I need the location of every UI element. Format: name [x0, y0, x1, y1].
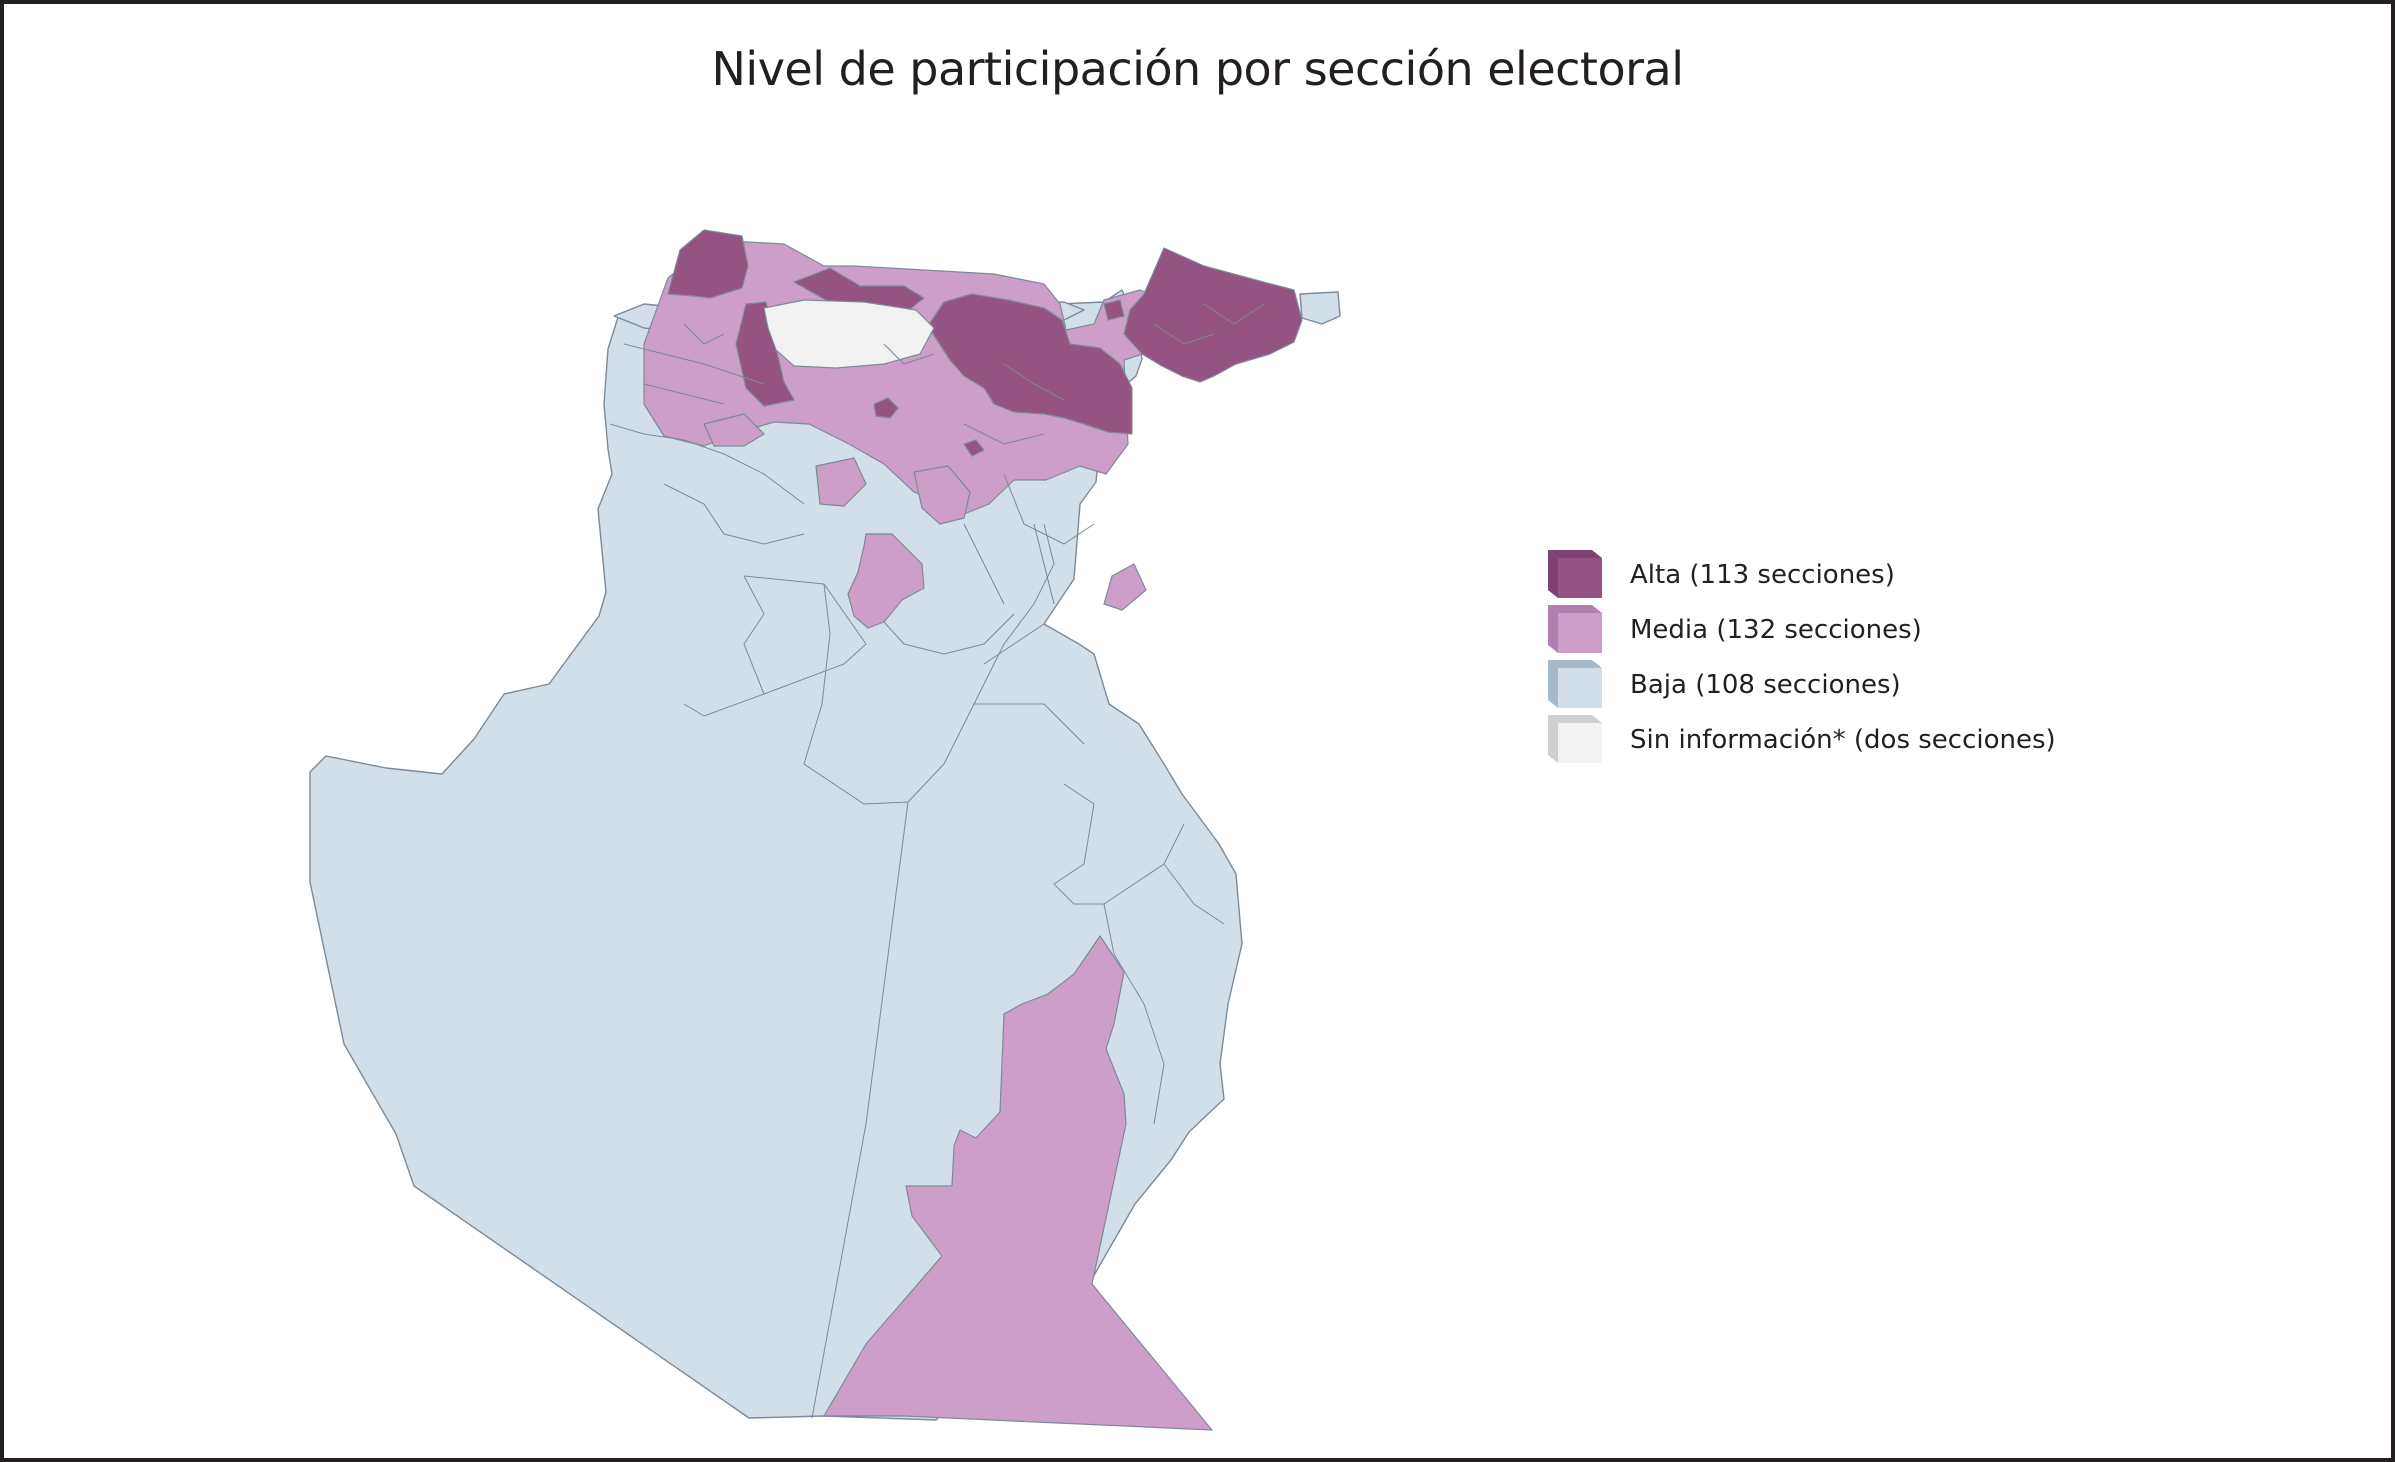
- legend-label-alta: Alta (113 secciones): [1630, 560, 1895, 590]
- legend-label-media: Media (132 secciones): [1630, 615, 1922, 645]
- central-media-section: [847, 533, 925, 629]
- legend-swatch-alta: [1548, 550, 1602, 598]
- northeast-alta-block: [1123, 247, 1303, 383]
- southeast-media-section: [823, 935, 1213, 1431]
- participation-map: [309, 229, 1341, 1431]
- east-media-section: [1103, 563, 1147, 611]
- northwest-alta-section: [667, 229, 749, 299]
- islet: [1299, 291, 1341, 325]
- legend-swatch-media: [1548, 605, 1602, 653]
- sin-informacion-section: [763, 299, 935, 369]
- map-title: Nivel de participación por sección elect…: [711, 42, 1684, 96]
- baja-region: [309, 289, 1341, 1421]
- sin-informacion-region: [763, 299, 935, 369]
- legend-label-baja: Baja (108 secciones): [1630, 670, 1901, 700]
- center-alta-block: [927, 293, 1133, 435]
- legend-swatch-baja: [1548, 660, 1602, 708]
- internal-borders: [609, 303, 1265, 1419]
- legend-label-sin-informacion: Sin información* (dos secciones): [1630, 725, 2056, 755]
- central-media-section-3: [815, 457, 867, 507]
- legend-swatch-sin-informacion: [1548, 715, 1602, 763]
- strip-media-south: [703, 413, 765, 447]
- alta-islands: [873, 299, 1125, 457]
- central-media-section-2: [913, 465, 971, 525]
